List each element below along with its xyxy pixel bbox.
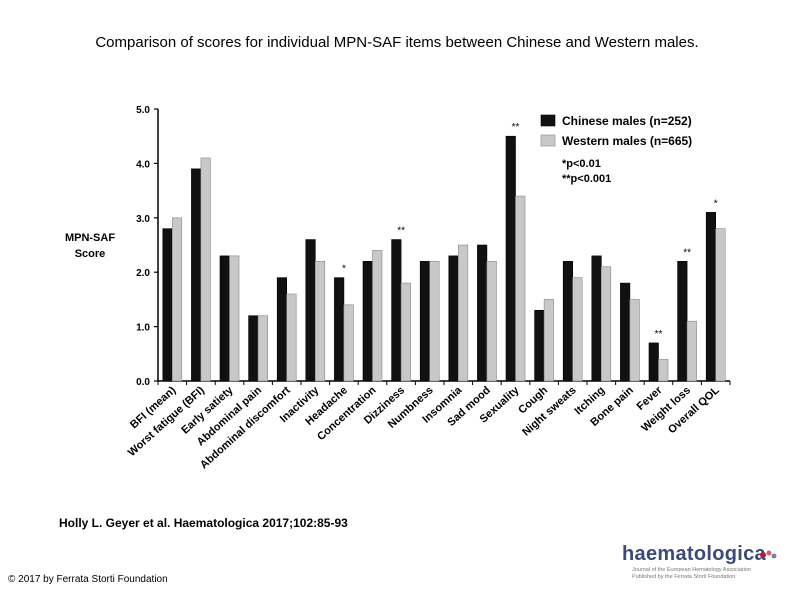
bar-chinese [705,212,717,382]
bar-western [229,255,240,382]
bar-chinese [219,255,230,382]
bar-chinese [362,261,373,382]
bar-chinese [562,261,574,382]
citation: Holly L. Geyer et al. Haematologica 2017… [59,516,348,530]
bar-chinese [248,315,259,382]
bar-western [715,228,726,382]
x-tick-labels: BFI (mean)Worst fatigue (BFI)Early satie… [126,384,722,472]
legend-note: **p<0.001 [562,173,611,185]
logo-subtitle-line2: Published by the Ferrata Storti Foundati… [632,574,736,580]
bar-chinese [648,342,659,382]
significance-marker: ** [512,122,520,133]
logo-subtitle: Journal of the European Hematology Assoc… [632,567,782,581]
y-axis-label: MPN-SAF Score [65,232,115,260]
y-tick-label: 1.0 [136,323,150,334]
bar-western [515,195,526,382]
bars [162,135,726,382]
bar-western [600,266,612,382]
bar-western [400,282,411,382]
y-axis-label-line: MPN-SAF [65,232,115,244]
y-tick-label: 2.0 [136,268,150,279]
journal-logo: haematologica Journal of the European He… [608,543,788,583]
logo-emblem-icon [760,550,777,559]
bar-western [257,315,268,382]
bar-western [343,304,354,382]
bar-western [372,250,383,382]
bar-chinese [591,255,602,382]
bar-western [286,293,297,382]
logo-subtitle-line1: Journal of the European Hematology Assoc… [632,567,751,573]
page-title: Comparison of scores for individual MPN-… [95,34,699,51]
bar-western [543,299,554,382]
bar-western [314,261,326,382]
y-tick-label: 5.0 [136,105,150,116]
bar-western [686,320,697,382]
legend-label: Chinese males (n=252) [562,114,692,128]
bar-western [200,157,211,382]
bar-chinese [334,277,345,382]
bar-chinese [191,168,202,382]
y-tick-label: 3.0 [136,214,150,225]
x-tick-label: Overall QOL [666,384,722,436]
copyright: © 2017 by Ferrata Storti Foundation [8,574,168,585]
legend-label: Western males (n=665) [562,134,692,148]
bar-chinese [677,261,688,382]
significance-markers: ********** [342,122,718,340]
bar-chinese [391,239,402,382]
bar-chinese [162,228,173,382]
bar-western [658,358,669,382]
legend-swatch [540,134,556,147]
bar-chinese [276,277,288,382]
bar-western [486,261,497,382]
bar-chinese [620,282,631,382]
legend-swatch [540,114,556,127]
bar-chinese [534,309,545,382]
y-tick-label: 4.0 [136,159,150,170]
bar-chinese [305,239,316,382]
logo-word: haematologica [622,543,766,565]
significance-marker: ** [655,329,663,340]
bar-western [429,261,440,382]
y-tick-label: 0.0 [136,377,150,388]
chart-legend: Chinese males (n=252) Western males (n=66… [540,114,692,185]
bar-chinese [448,255,459,382]
significance-marker: * [714,198,718,209]
bar-chinese [419,261,431,382]
legend-note: *p<0.01 [562,158,601,170]
y-axis-label-line: Score [75,248,106,260]
bar-western [172,217,183,382]
bar-western [629,299,640,382]
significance-marker: ** [397,226,405,237]
bar-chinese [505,135,516,382]
bar-chinese [477,244,488,382]
significance-marker: ** [683,247,691,258]
bar-western [457,244,469,382]
bar-western [572,277,583,382]
significance-marker: * [342,264,346,275]
